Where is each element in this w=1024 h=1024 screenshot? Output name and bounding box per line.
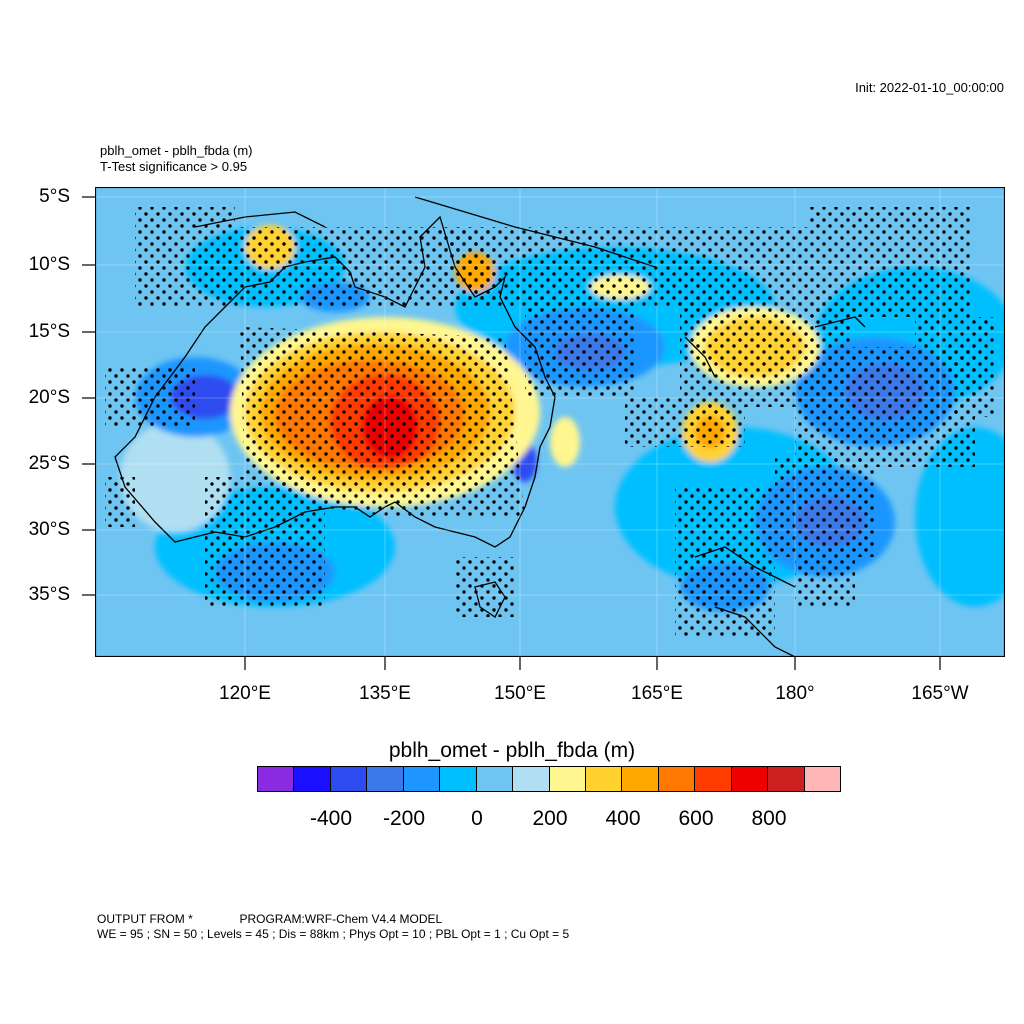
colorbar-swatch [695,767,732,791]
colorbar-label: 400 [605,807,641,830]
lon-label-165w: 165°W [911,683,969,704]
lat-label-20s: 20°S [28,387,70,408]
plot-title: pblh_omet - pblh_fbda (m) [100,143,253,158]
colorbar-swatch [476,767,514,791]
colorbar-swatch [440,767,477,791]
colorbar-swatch [258,767,295,791]
footer-line-2: WE = 95 ; SN = 50 ; Levels = 45 ; Dis = … [97,927,570,941]
lat-label-25s: 25°S [28,453,70,474]
colorbar-title: pblh_omet - pblh_fbda (m) [388,739,636,762]
colorbar-swatch [294,767,331,791]
footer-line-1: OUTPUT FROM * PROGRAM:WRF-Chem V4.4 MODE… [97,912,442,926]
lat-label-15s: 15°S [28,321,70,342]
footer-program: PROGRAM:WRF-Chem V4.4 MODEL [239,912,443,926]
colorbar-label: 200 [532,807,568,830]
lon-label-150e: 150°E [494,683,546,704]
graticule [95,187,1005,657]
lat-label-10s: 10°S [28,254,70,275]
significance-stippling [105,207,995,637]
lon-label-180: 180° [775,683,815,704]
coastlines [114,196,866,657]
colorbar [257,766,841,792]
contour-map [95,187,1005,657]
lon-label-165e: 165°E [631,683,683,704]
colorbar-swatch [731,767,769,791]
lon-label-135e: 135°E [359,683,411,704]
colorbar-label: -200 [382,807,426,830]
map-panel [95,187,1005,657]
colorbar-swatch [585,767,623,791]
colorbar-swatch [549,767,586,791]
init-time-label: Init: 2022-01-10_00:00:00 [855,80,1004,95]
map-border [95,187,1005,657]
plot-subtitle: T-Test significance > 0.95 [100,159,248,174]
colorbar-swatch [403,767,441,791]
lon-label-120e: 120°E [219,683,271,704]
footer-output-from: OUTPUT FROM * [97,912,193,926]
colorbar-swatch [804,767,840,791]
colorbar-swatch [658,767,696,791]
colorbar-label: 600 [678,807,714,830]
colorbar-label: 800 [751,807,787,830]
lat-label-5s: 5°S [39,186,70,207]
colorbar-label: -400 [309,807,353,830]
colorbar-label: 0 [471,807,483,830]
colorbar-swatch [622,767,659,791]
colorbar-swatch [768,767,805,791]
colorbar-swatch [367,767,404,791]
colorbar-swatch [330,767,368,791]
colorbar-swatch [513,767,550,791]
lat-label-30s: 30°S [28,519,70,540]
lat-label-35s: 35°S [28,584,70,605]
